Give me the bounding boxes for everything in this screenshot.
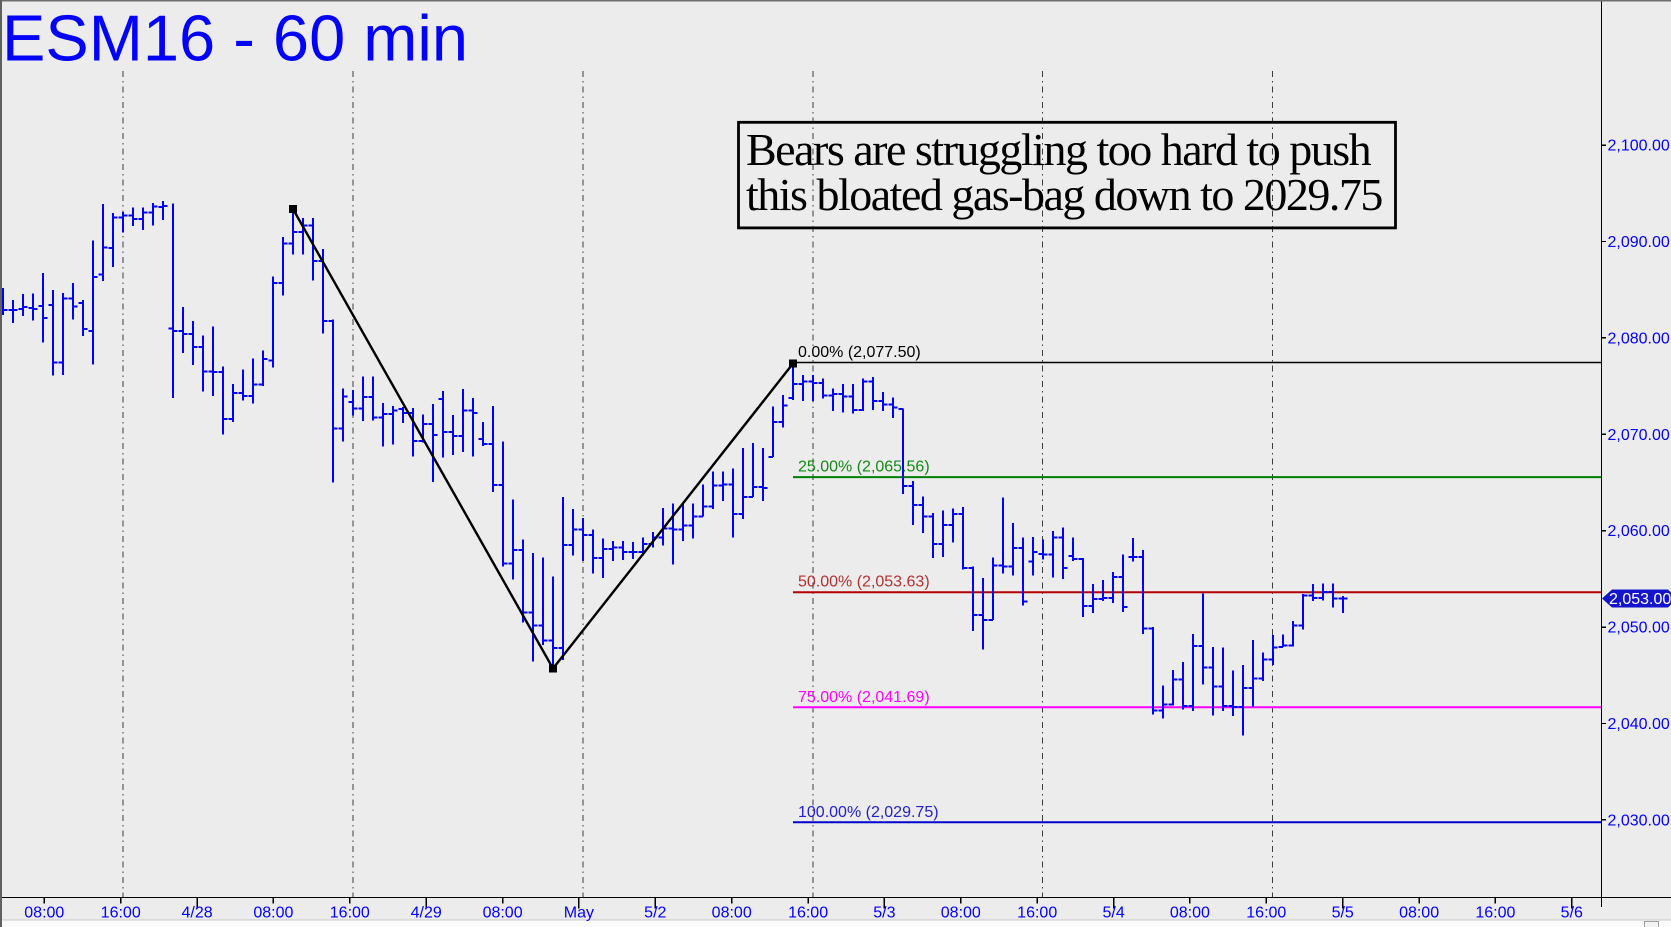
svg-text:5/2: 5/2: [644, 905, 666, 922]
svg-text:75.00% (2,041.69): 75.00% (2,041.69): [798, 689, 930, 706]
svg-text:4/29: 4/29: [411, 905, 442, 922]
svg-text:16:00: 16:00: [1475, 905, 1515, 922]
svg-text:2,040.00: 2,040.00: [1608, 716, 1670, 733]
svg-text:Bears are struggling too hard: Bears are struggling too hard to push: [746, 124, 1372, 175]
svg-text:08:00: 08:00: [483, 905, 523, 922]
svg-text:5/6: 5/6: [1561, 905, 1583, 922]
svg-text:2,050.00: 2,050.00: [1608, 620, 1670, 637]
svg-text:5/3: 5/3: [873, 905, 895, 922]
svg-text:2,090.00: 2,090.00: [1608, 234, 1670, 251]
svg-text:25.00% (2,065.56): 25.00% (2,065.56): [798, 459, 930, 476]
svg-text:0.00% (2,077.50): 0.00% (2,077.50): [798, 344, 921, 361]
svg-text:50.00% (2,053.63): 50.00% (2,053.63): [798, 574, 930, 591]
svg-text:2,080.00: 2,080.00: [1608, 330, 1670, 347]
svg-text:May: May: [564, 905, 594, 922]
svg-text:08:00: 08:00: [253, 905, 293, 922]
svg-text:16:00: 16:00: [1246, 905, 1286, 922]
svg-text:100.00% (2,029.75): 100.00% (2,029.75): [798, 804, 939, 821]
svg-text:2,100.00: 2,100.00: [1608, 138, 1670, 155]
svg-text:16:00: 16:00: [1017, 905, 1057, 922]
svg-text:08:00: 08:00: [24, 905, 64, 922]
svg-text:08:00: 08:00: [941, 905, 981, 922]
svg-text:4/28: 4/28: [182, 905, 213, 922]
svg-text:5/5: 5/5: [1332, 905, 1354, 922]
svg-text:16:00: 16:00: [330, 905, 370, 922]
svg-text:2,053.00: 2,053.00: [1609, 591, 1671, 608]
svg-text:ESM16 - 60 min: ESM16 - 60 min: [2, 2, 468, 75]
svg-text:08:00: 08:00: [1399, 905, 1439, 922]
svg-text:16:00: 16:00: [101, 905, 141, 922]
svg-text:this bloated gas-bag down to 2: this bloated gas-bag down to 2029.75: [746, 169, 1382, 220]
svg-text:2,030.00: 2,030.00: [1608, 812, 1670, 829]
svg-text:2,060.00: 2,060.00: [1608, 523, 1670, 540]
svg-text:5/4: 5/4: [1102, 905, 1124, 922]
svg-text:2,070.00: 2,070.00: [1608, 427, 1670, 444]
svg-text:08:00: 08:00: [1170, 905, 1210, 922]
svg-text:16:00: 16:00: [788, 905, 828, 922]
svg-text:08:00: 08:00: [712, 905, 752, 922]
